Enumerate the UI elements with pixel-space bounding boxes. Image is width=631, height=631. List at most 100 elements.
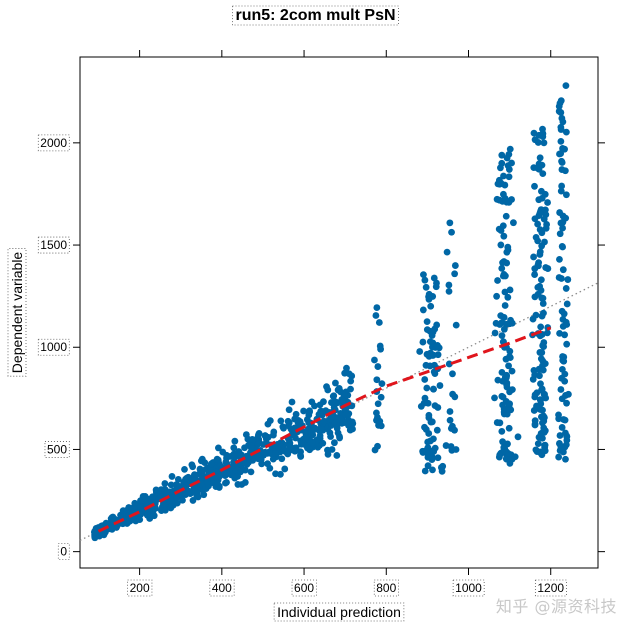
data-point <box>539 342 547 349</box>
data-point <box>102 519 110 527</box>
data-point <box>531 420 539 428</box>
data-point <box>121 511 129 518</box>
data-point <box>125 518 133 525</box>
data-point <box>125 504 133 511</box>
data-point <box>326 415 334 423</box>
data-point <box>500 410 508 418</box>
chart-title: run5: 2com mult PsN <box>235 7 395 24</box>
data-point <box>539 170 547 178</box>
data-point <box>562 455 569 463</box>
data-point <box>556 432 564 439</box>
data-point <box>185 487 193 495</box>
data-point <box>506 286 514 294</box>
data-point <box>302 433 310 441</box>
data-point <box>297 440 305 448</box>
data-point <box>241 444 248 452</box>
data-point <box>530 129 538 137</box>
data-point <box>194 493 202 501</box>
axis-ticks <box>73 50 605 575</box>
data-point <box>257 456 265 463</box>
data-point <box>539 366 547 374</box>
data-point <box>530 253 537 261</box>
data-point <box>504 440 511 448</box>
data-point <box>538 349 546 356</box>
data-point <box>503 383 511 391</box>
data-points <box>91 82 572 542</box>
data-point <box>149 493 157 501</box>
data-point <box>531 393 539 401</box>
data-point <box>248 436 256 443</box>
data-point <box>563 433 571 441</box>
data-point <box>324 446 331 454</box>
data-point <box>451 393 459 401</box>
data-point <box>372 312 380 319</box>
data-point <box>320 417 328 425</box>
data-point <box>167 504 175 512</box>
data-point <box>557 137 565 145</box>
data-point <box>320 398 327 406</box>
data-point <box>560 357 568 365</box>
data-point <box>560 416 567 423</box>
data-point <box>333 452 341 459</box>
data-point <box>535 196 543 204</box>
data-point <box>491 394 498 402</box>
data-point <box>197 457 205 465</box>
data-point <box>425 411 433 419</box>
data-point <box>207 460 215 468</box>
y-tick-label-box <box>37 236 70 254</box>
data-point <box>557 109 565 116</box>
data-point <box>332 419 340 427</box>
y-tick-label: 1000 <box>40 340 67 354</box>
data-point <box>291 447 299 455</box>
data-point <box>439 462 447 470</box>
data-point <box>505 424 513 432</box>
data-point <box>91 528 99 536</box>
data-point <box>345 370 353 378</box>
data-point <box>432 283 440 291</box>
data-point <box>332 379 339 387</box>
data-point <box>491 329 499 337</box>
data-point <box>254 440 262 448</box>
data-point <box>537 286 545 294</box>
data-point <box>447 443 455 450</box>
data-point <box>539 294 547 302</box>
data-point <box>261 432 269 440</box>
data-point <box>422 361 430 369</box>
data-point <box>494 277 501 284</box>
x-tick-label: 400 <box>212 581 232 595</box>
data-point <box>421 423 428 431</box>
data-point <box>272 450 280 457</box>
data-point <box>373 376 381 384</box>
x-tick-label-box <box>452 579 485 597</box>
data-point <box>544 199 551 206</box>
x-tick-label-box <box>534 579 567 597</box>
data-point <box>558 159 566 166</box>
data-point <box>349 425 356 433</box>
data-point <box>508 367 516 375</box>
data-point <box>510 219 517 227</box>
data-point <box>540 309 547 317</box>
data-point <box>555 453 563 461</box>
data-point <box>505 173 513 181</box>
data-point <box>199 473 207 481</box>
data-point <box>558 444 565 452</box>
data-point <box>304 444 311 452</box>
data-point <box>424 462 432 470</box>
data-point <box>536 372 543 380</box>
data-point <box>144 511 151 518</box>
data-point <box>160 500 167 508</box>
data-point <box>213 479 221 487</box>
data-point <box>501 288 509 296</box>
data-point <box>436 382 444 389</box>
data-point <box>534 440 542 447</box>
data-point <box>563 340 571 348</box>
data-point <box>506 353 513 360</box>
data-point <box>336 434 344 442</box>
data-point <box>500 232 508 240</box>
data-point <box>348 418 356 426</box>
data-point <box>371 356 378 364</box>
data-point <box>494 376 502 384</box>
data-point <box>288 398 296 406</box>
data-point <box>556 230 564 238</box>
